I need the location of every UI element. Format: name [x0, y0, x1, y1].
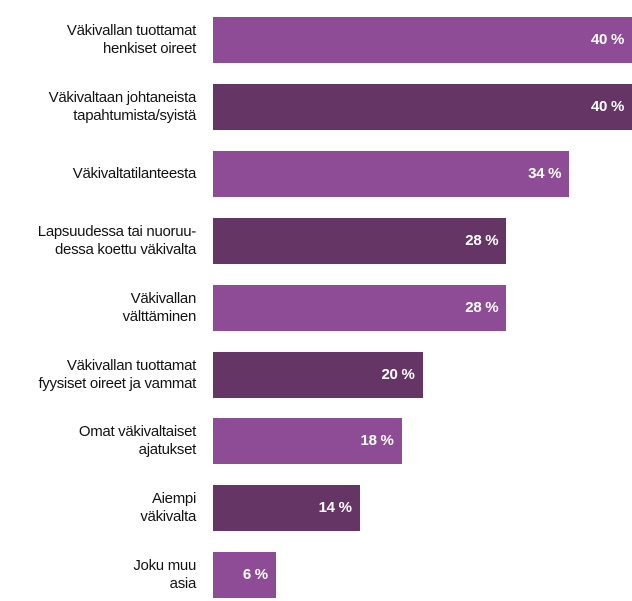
- category-label: Väkivallan välttäminen: [122, 289, 197, 325]
- value-label: 14 %: [318, 499, 352, 517]
- value-label: 18 %: [360, 432, 394, 450]
- value-label: 40 %: [591, 97, 624, 115]
- category-label: Väkivaltatilanteesta: [72, 164, 197, 182]
- bar: [213, 552, 276, 599]
- value-label: 28 %: [465, 298, 499, 316]
- category-label: Aiempi väkivalta: [140, 490, 196, 526]
- category-label: Väkivaltaan johtaneista tapahtumista/syi…: [48, 88, 197, 124]
- bar: [213, 485, 360, 532]
- value-label: 6 %: [242, 566, 268, 584]
- bar: [213, 418, 402, 465]
- category-label: Omat väkivaltaiset ajatukset: [78, 423, 196, 459]
- bar: [213, 150, 570, 197]
- bar: [213, 351, 423, 398]
- category-label: Väkivallan tuottamat henkiset oireet: [66, 22, 196, 57]
- value-label: 34 %: [528, 164, 562, 182]
- value-label: 20 %: [381, 365, 415, 383]
- bar: [213, 83, 632, 130]
- category-label: Joku muu asia: [133, 557, 196, 593]
- value-label: 40 %: [591, 31, 624, 48]
- value-label: 28 %: [465, 231, 499, 249]
- bar: [213, 284, 507, 331]
- category-label: Lapsuudessa tai nuoruu- dessa koettu väk…: [37, 222, 197, 258]
- bar: [213, 17, 632, 63]
- bar: [213, 217, 507, 264]
- category-label: Väkivallan tuottamat fyysiset oireet ja …: [38, 356, 196, 392]
